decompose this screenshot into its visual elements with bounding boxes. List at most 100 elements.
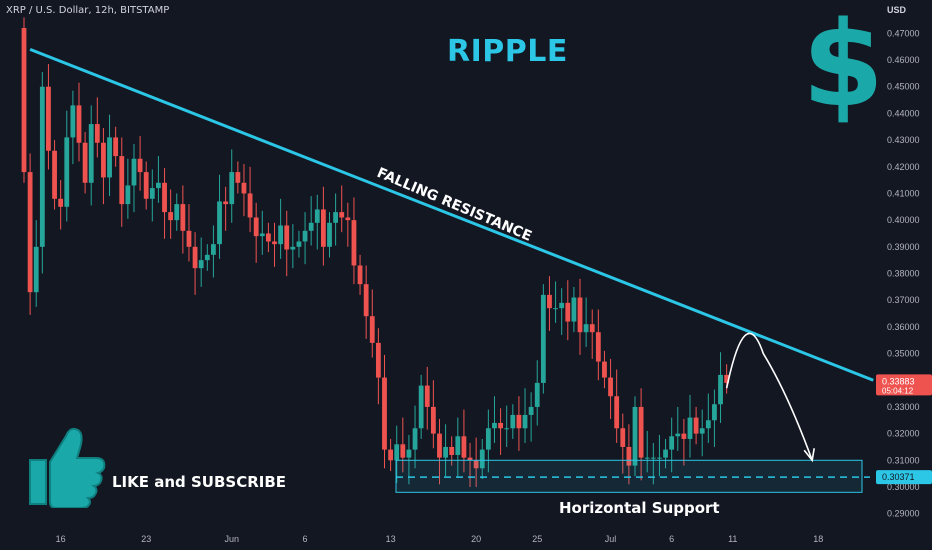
candle-body — [278, 225, 284, 245]
price-tick-label: 0.39000 — [887, 242, 920, 252]
candle-body — [229, 172, 235, 205]
candle-body — [369, 316, 375, 343]
candle-body — [308, 222, 314, 231]
candle-body — [400, 444, 406, 458]
candle-body — [406, 449, 412, 458]
price-tick-label: 0.44000 — [887, 108, 920, 118]
candle-body — [712, 404, 717, 421]
candle-body — [101, 142, 106, 178]
candle-body — [620, 428, 626, 447]
candle-body — [168, 212, 174, 221]
dollar-sign-icon: $ — [802, 0, 885, 133]
candle-body — [473, 460, 479, 469]
candle-body — [235, 172, 241, 183]
candle-body — [632, 406, 638, 466]
support-zone — [395, 459, 863, 493]
candle-body — [528, 406, 534, 415]
candle-body — [602, 361, 607, 378]
candle-body — [162, 182, 167, 213]
candle-body — [485, 428, 491, 450]
last-price-label: 0.33883 — [882, 376, 915, 386]
candle-body — [467, 457, 473, 461]
falling-resistance-line — [29, 47, 874, 382]
horizontal-support-label: Horizontal Support — [559, 499, 720, 517]
candle-body — [510, 414, 516, 429]
candle-body — [107, 137, 112, 178]
candle-body — [94, 124, 100, 143]
candle-body — [644, 457, 650, 459]
candle-body — [266, 233, 271, 242]
candle-body — [52, 150, 57, 199]
candle-body — [186, 230, 192, 247]
candle-body — [638, 406, 644, 458]
price-tick-label: 0.32000 — [887, 429, 920, 439]
candle-body — [357, 265, 363, 285]
price-tick-label: 0.40000 — [887, 215, 920, 225]
candle-body — [571, 297, 577, 322]
candle-body — [247, 193, 253, 218]
candle-body — [388, 449, 393, 461]
time-tick-label: Jul — [605, 534, 617, 544]
price-tick-label: 0.33000 — [887, 402, 920, 412]
candle-body — [418, 385, 424, 429]
price-axis[interactable]: 0.290000.300000.310000.320000.330000.340… — [876, 28, 932, 519]
price-tick-label: 0.38000 — [887, 269, 920, 279]
candle-body — [718, 374, 723, 405]
candle-body — [516, 414, 522, 429]
candle-body — [137, 158, 143, 173]
candles-layer — [21, 17, 730, 487]
candle-body — [608, 377, 613, 397]
price-tick-label: 0.36000 — [887, 322, 920, 332]
candle-body — [583, 324, 589, 333]
candle-body — [657, 457, 662, 459]
price-tick-label: 0.30000 — [887, 482, 920, 492]
candle-body — [88, 124, 94, 183]
time-axis[interactable]: 16 23 Jun 6 13 20 25 Jul 6 11 18 — [56, 534, 824, 544]
candle-body — [614, 396, 620, 429]
projection-arrowhead — [803, 448, 815, 463]
candle-body — [687, 417, 693, 439]
candle-body — [113, 137, 119, 157]
candle-body — [430, 406, 436, 434]
support-price-label: 0.30371 — [882, 472, 915, 482]
time-tick-label: 20 — [471, 534, 481, 544]
candle-body — [345, 217, 351, 221]
price-tick-label: 0.31000 — [887, 455, 920, 465]
candle-body — [699, 428, 705, 434]
candle-body — [211, 244, 216, 255]
candle-body — [156, 182, 161, 189]
candle-body — [149, 188, 155, 199]
candle-body — [284, 225, 290, 250]
time-tick-label: Jun — [224, 534, 239, 544]
candle-body — [180, 204, 186, 231]
candle-body — [693, 417, 699, 434]
support-price-badge — [876, 470, 932, 485]
candle-body — [253, 217, 259, 237]
candle-body — [498, 422, 503, 429]
price-tick-label: 0.42000 — [887, 162, 920, 172]
candle-body — [553, 308, 558, 310]
time-tick-label: 16 — [56, 534, 66, 544]
currency-label: USD — [887, 5, 907, 15]
price-tick-label: 0.29000 — [887, 509, 920, 519]
thumbs-up-icon — [29, 427, 106, 508]
candle-body — [125, 185, 131, 205]
time-tick-label: 6 — [669, 534, 674, 544]
candle-body — [58, 198, 64, 207]
candle-body — [540, 294, 546, 383]
candle-body — [204, 254, 210, 261]
candle-body — [351, 220, 357, 266]
candle-body — [375, 342, 381, 378]
candle-body — [70, 105, 76, 138]
last-price-badge — [876, 374, 932, 396]
candle-body — [663, 449, 668, 458]
time-tick-label: 13 — [386, 534, 396, 544]
candle-body — [272, 241, 277, 245]
candle-body — [724, 374, 730, 383]
candle-body — [595, 332, 601, 362]
candle-body — [131, 158, 137, 186]
candle-body — [33, 246, 39, 293]
candle-body — [522, 414, 528, 429]
candle-body — [174, 204, 180, 221]
